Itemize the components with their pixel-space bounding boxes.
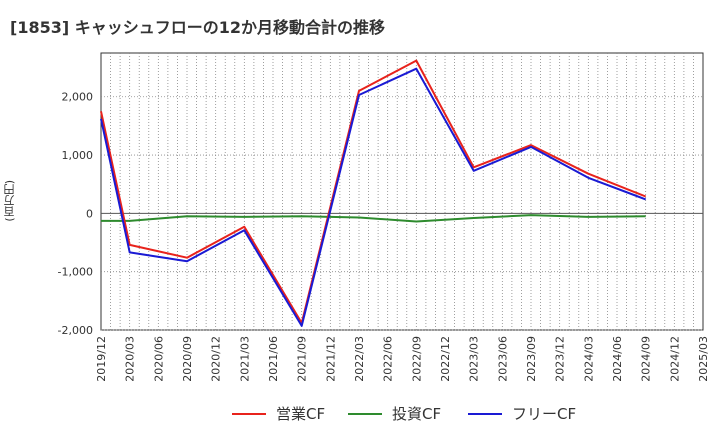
x-tick-label: 2024/03: [582, 336, 595, 382]
x-tick-label: 2022/03: [353, 336, 366, 382]
x-tick-label: 2025/03: [697, 336, 710, 382]
x-tick-label: 2019/12: [95, 336, 108, 382]
x-tick-label: 2024/12: [668, 336, 681, 382]
legend-swatch-investing-cf: [348, 412, 382, 415]
x-tick-label: 2021/12: [324, 336, 337, 382]
series-line-0: [100, 59, 647, 324]
legend-item-operating-cf: 営業CF: [232, 403, 325, 424]
x-tick-label: 2021/09: [296, 336, 309, 382]
x-tick-label: 2024/06: [611, 336, 624, 382]
legend-swatch-free-cf: [468, 412, 502, 415]
y-tick-label: 1,000: [62, 149, 94, 162]
y-tick-label: -2,000: [58, 324, 93, 337]
chart-title: [1853] キャッシュフローの12か月移動合計の推移: [10, 18, 385, 37]
legend-label-operating-cf: 営業CF: [276, 405, 326, 423]
y-tick-label: -1,000: [58, 266, 93, 279]
legend-label-free-cf: フリーCF: [512, 405, 577, 423]
x-tick-label: 2021/06: [267, 336, 280, 382]
legend-swatch-operating-cf: [232, 412, 266, 415]
legend-label-investing-cf: 投資CF: [392, 405, 442, 423]
series-line-2: [100, 67, 647, 327]
x-tick-label: 2023/06: [496, 336, 509, 382]
x-tick-label: 2022/09: [410, 336, 423, 382]
legend-item-investing-cf: 投資CF: [348, 403, 441, 424]
x-tick-label: 2020/06: [152, 336, 165, 382]
x-tick-label: 2022/06: [382, 336, 395, 382]
x-tick-label: 2024/09: [640, 336, 653, 382]
x-tick-label: 2023/12: [554, 336, 567, 382]
series-line-1: [101, 214, 646, 223]
x-tick-label: 2020/03: [124, 336, 137, 382]
legend: 営業CF 投資CF フリーCF: [0, 403, 720, 427]
y-tick-label: 2,000: [62, 91, 94, 104]
x-tick-label: 2022/12: [439, 336, 452, 382]
y-tick-label: 0: [86, 207, 93, 220]
x-tick-label: 2020/09: [181, 336, 194, 382]
x-tick-label: 2020/12: [210, 336, 223, 382]
x-tick-label: 2023/09: [525, 336, 538, 382]
x-tick-label: 2021/03: [238, 336, 251, 382]
legend-item-free-cf: フリーCF: [468, 403, 576, 424]
plot-frame: [100, 52, 704, 331]
x-tick-label: 2023/03: [468, 336, 481, 382]
